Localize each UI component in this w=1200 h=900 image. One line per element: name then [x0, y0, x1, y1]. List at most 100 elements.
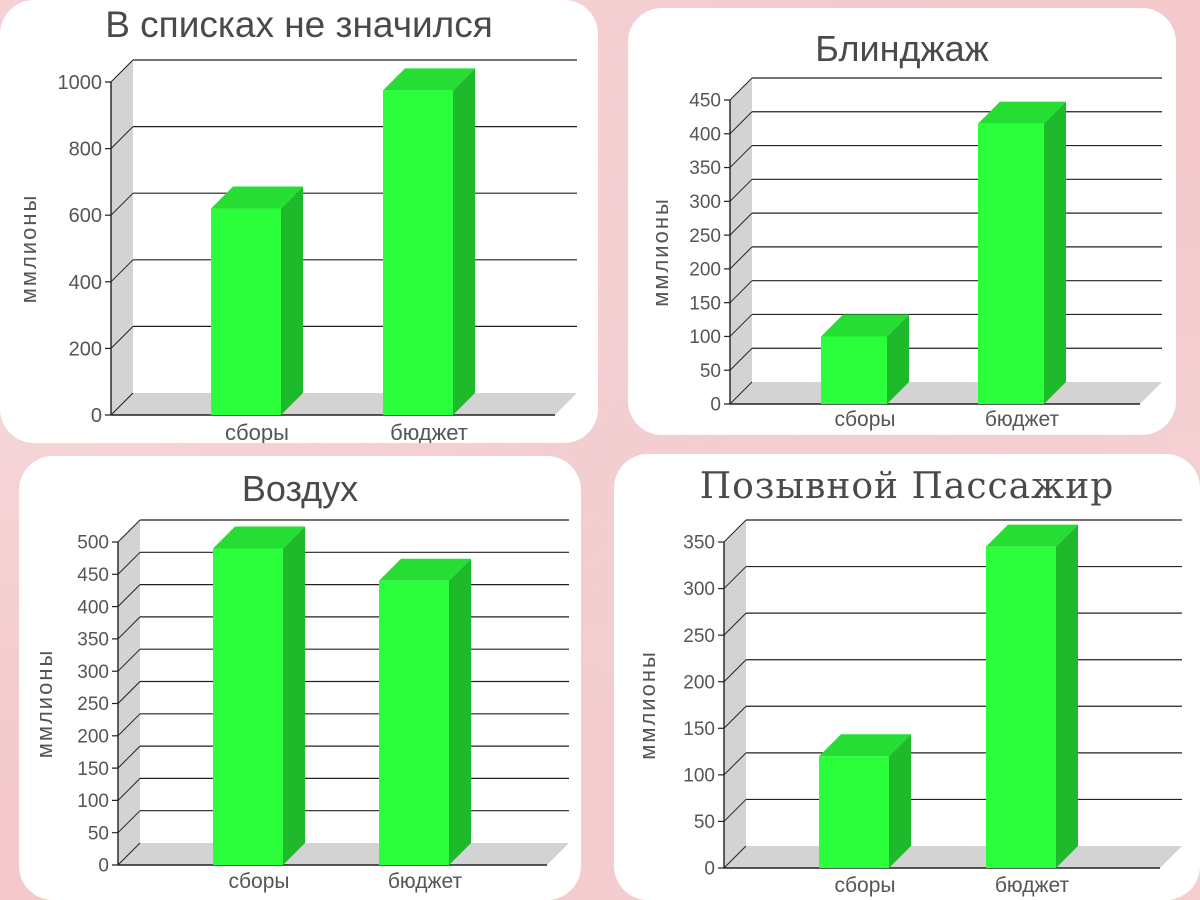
bar-chart-4: 0 50 100 150 200 250 300 350 ммлионы сборы бюджет	[635, 519, 1182, 897]
bar-side	[281, 186, 303, 415]
y-tick-label: 600	[69, 205, 102, 227]
bar-бюджет	[978, 123, 1044, 405]
wall-diagonal	[110, 192, 134, 216]
bar-chart-3: 0 50 100 150 200 250 300 350 400 450 500 ммлионы сбо…	[32, 519, 569, 893]
y-tick-label: 50	[700, 361, 721, 382]
y-tick-label: 100	[689, 327, 721, 348]
y-tick-label: 200	[689, 260, 721, 281]
wall-diagonal	[110, 59, 134, 83]
y-tick-label: 1000	[58, 72, 103, 94]
wall-diagonal	[729, 145, 753, 168]
chart-side-wall	[724, 520, 746, 868]
x-category-label: бюджет	[388, 870, 463, 893]
chart-panel-1: В списках не значился 0 200 400 600 800 1000 м…	[0, 0, 598, 443]
y-tick-label: 150	[689, 293, 721, 314]
y-tick-label: 200	[77, 726, 109, 747]
bar-top	[211, 186, 303, 209]
wall-diagonal	[729, 77, 753, 101]
wall-diagonal	[723, 659, 747, 683]
y-tick-label: 350	[77, 630, 109, 651]
bar-сборы	[213, 548, 283, 865]
chart-side-wall	[111, 60, 133, 415]
wall-diagonal	[723, 566, 747, 589]
bar-side	[1056, 524, 1078, 868]
y-tick-label: 350	[683, 533, 715, 554]
bar-top	[213, 526, 305, 549]
y-tick-label: 100	[77, 791, 109, 812]
x-category-label: сборы	[835, 874, 896, 897]
y-tick-label: 300	[77, 662, 109, 683]
bar-side	[453, 68, 475, 415]
y-tick-label: 50	[694, 812, 715, 833]
wall-diagonal	[723, 845, 747, 869]
chart-title: Блинджаж	[815, 28, 989, 69]
wall-diagonal	[723, 799, 747, 822]
wall-diagonal	[110, 126, 134, 149]
y-tick-label: 300	[689, 192, 721, 213]
y-tick-label: 0	[710, 395, 721, 416]
bar-top	[379, 558, 471, 581]
bar-side	[887, 314, 909, 404]
y-tick-label: 100	[683, 766, 715, 787]
chart-panel-2: Блинджаж 0 50 100 150 200 250 300 350 400 450 ммли…	[628, 8, 1176, 435]
chart-title: Позывной Пассажир	[699, 466, 1115, 507]
wall-diagonal	[117, 519, 141, 543]
wall-diagonal	[723, 519, 747, 543]
bar-сборы	[819, 756, 889, 868]
y-tick-label: 250	[683, 626, 715, 647]
bar-side	[449, 558, 471, 865]
chart-floor	[730, 382, 1162, 404]
y-tick-label: 800	[69, 139, 102, 161]
bar-side	[283, 526, 305, 865]
x-category-label: сборы	[229, 870, 290, 893]
y-tick-label: 400	[689, 124, 721, 145]
wall-diagonal	[110, 326, 134, 349]
y-tick-label: 150	[683, 719, 715, 740]
y-axis-label: ммлионы	[648, 197, 673, 307]
y-tick-label: 150	[77, 759, 109, 780]
chart-floor	[724, 846, 1182, 868]
y-tick-label: 50	[88, 823, 109, 844]
chart-title: Воздух	[241, 468, 359, 509]
y-tick-label: 250	[77, 694, 109, 715]
wall-diagonal	[117, 551, 141, 575]
x-category-label: бюджет	[390, 420, 468, 443]
bar-top	[986, 524, 1078, 547]
wall-diagonal	[723, 612, 747, 636]
y-axis-label: ммлионы	[635, 650, 660, 760]
wall-diagonal	[117, 778, 141, 801]
bar-сборы	[211, 208, 281, 415]
chart-floor	[111, 393, 577, 415]
wall-diagonal	[729, 246, 753, 270]
wall-diagonal	[117, 713, 141, 737]
bar-chart-1: 0 200 400 600 800 1000 ммлионы сборы бюджет	[16, 59, 577, 443]
y-tick-label: 450	[689, 91, 721, 112]
y-tick-label: 450	[77, 565, 109, 586]
y-tick-label: 500	[77, 533, 109, 554]
bar-top	[821, 314, 909, 337]
y-axis-label: ммлионы	[16, 194, 41, 304]
wall-diagonal	[117, 842, 141, 866]
chart-side-wall	[730, 78, 752, 404]
wall-diagonal	[729, 347, 753, 371]
chart-title: В списках не значился	[105, 4, 493, 45]
y-tick-label: 300	[683, 579, 715, 600]
wall-diagonal	[723, 705, 747, 729]
y-tick-label: 400	[77, 597, 109, 618]
wall-diagonal	[117, 810, 141, 834]
x-category-label: сборы	[835, 408, 896, 431]
wall-diagonal	[110, 392, 134, 416]
wall-diagonal	[729, 178, 753, 202]
y-tick-label: 350	[689, 158, 721, 179]
bar-top	[819, 734, 911, 757]
bar-side	[1044, 101, 1066, 405]
y-axis-label: ммлионы	[32, 649, 57, 759]
chart-panel-3: Воздух 0 50 100 150 200 250 300 350 400 450 500 ммл…	[19, 456, 581, 900]
chart-floor	[118, 843, 569, 865]
wall-diagonal	[110, 259, 134, 283]
bar-бюджет	[986, 546, 1056, 868]
bar-side	[889, 734, 911, 868]
chart-panel-4: Позывной Пассажир 0 50 100 150 200 250 300 350 м…	[614, 454, 1200, 900]
x-category-label: сборы	[225, 420, 289, 443]
bar-сборы	[821, 336, 887, 404]
